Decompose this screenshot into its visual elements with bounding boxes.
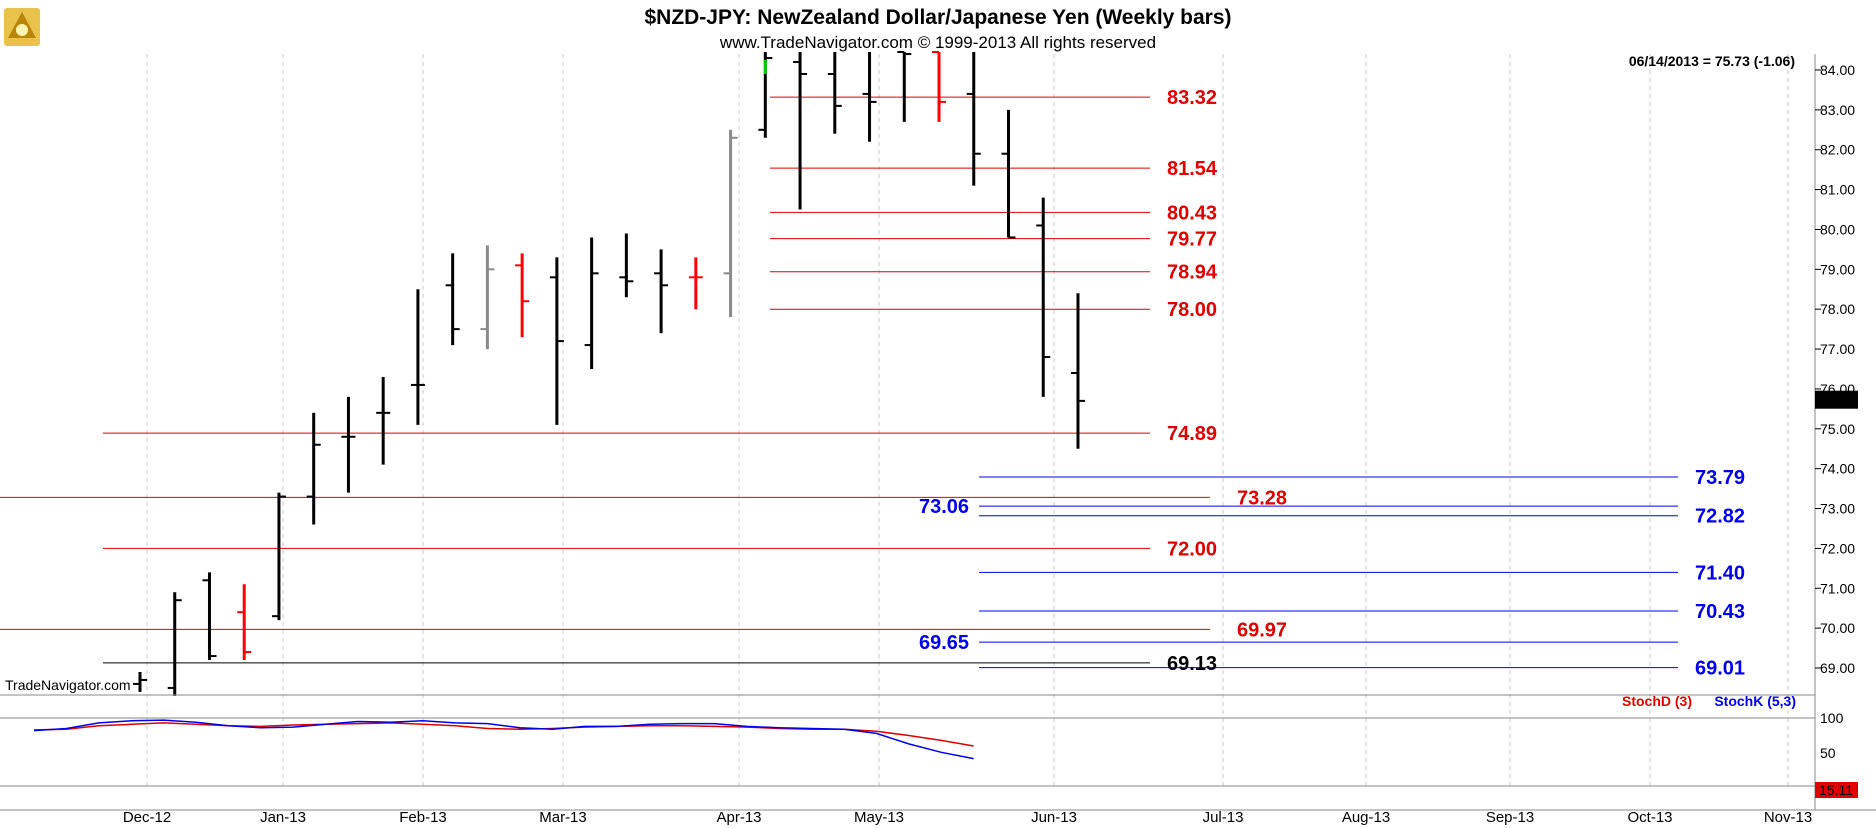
x-tick-label: Aug-13 (1342, 809, 1390, 826)
ohlc-bar (758, 52, 773, 138)
support-label-red: 78.94 (1167, 262, 1218, 284)
chart-title: $NZD-JPY: NewZealand Dollar/Japanese Yen… (644, 6, 1231, 29)
y-tick-label: 69.00 (1820, 660, 1855, 676)
x-tick-label: Oct-13 (1627, 809, 1672, 826)
level-lines: 83.32 81.54 80.43 79.77 78.94 78.00 74.89 73.28… (0, 87, 1745, 680)
support-label-red: 80.43 (1167, 202, 1217, 224)
stochk-line (33, 719, 974, 760)
y-tick-label: 78.00 (1820, 301, 1855, 317)
support-label-red: 78.00 (1167, 299, 1217, 321)
stoch-tick-label: 50 (1820, 745, 1836, 761)
projection-label-blue: 71.40 (1695, 562, 1745, 584)
stochastic-panel: 100 50 15.11 (0, 694, 1858, 798)
price-readout: 06/14/2013 = 75.73 (-1.06) (1629, 53, 1795, 69)
ohlc-bar (688, 257, 703, 310)
projection-label-blue: 69.01 (1695, 658, 1745, 680)
support-label-red: 79.77 (1167, 229, 1217, 251)
projection-label-blue: 70.43 (1695, 601, 1745, 623)
y-tick-label: 83.00 (1820, 102, 1855, 118)
ohlc-bar (1070, 293, 1085, 449)
ohlc-bar (897, 51, 912, 122)
support-label-red: 74.89 (1167, 423, 1217, 445)
support-label-red: 81.54 (1167, 158, 1218, 180)
projection-label-blue: 72.82 (1695, 506, 1745, 528)
ohlc-bar (966, 52, 981, 186)
y-tick-label: 79.00 (1820, 261, 1855, 277)
ohlc-bar (515, 253, 530, 338)
y-tick-label: 84.00 (1820, 62, 1855, 78)
last-price-box (1815, 390, 1858, 409)
support-label-red: 83.32 (1167, 87, 1217, 109)
ohlc-bar (723, 129, 738, 318)
ohlc-bar (133, 671, 147, 692)
y-tick-label: 74.00 (1820, 461, 1855, 477)
ohlc-bar (306, 412, 321, 525)
x-tick-label: Nov-13 (1764, 809, 1812, 826)
ohlc-bar (549, 257, 564, 425)
legend-stochk: StochK (5,3) (1714, 693, 1796, 709)
stoch-last-box (1815, 782, 1858, 798)
chart-subtitle: www.TradeNavigator.com © 1999-2013 All r… (719, 33, 1156, 52)
ohlc-bar (862, 52, 877, 142)
price-bars (133, 51, 1085, 696)
y-tick-label: 75.00 (1820, 421, 1855, 437)
ohlc-bar (376, 376, 391, 465)
y-tick-label: 80.00 (1820, 221, 1855, 237)
x-tick-label: Feb-13 (399, 809, 447, 826)
x-tick-label: Mar-13 (539, 809, 587, 826)
y-tick-label: 70.00 (1820, 620, 1855, 636)
ohlc-bar (202, 572, 217, 661)
ohlc-bar (410, 289, 425, 425)
projection-label-blue: 73.79 (1695, 467, 1745, 489)
x-tick-label: May-13 (854, 809, 904, 826)
watermark: TradeNavigator.com (5, 677, 131, 693)
legend-stochd: StochD (3) (1622, 693, 1692, 709)
grid (146, 54, 1789, 790)
axes: Dec-12 Jan-13 Feb-13 Mar-13 Apr-13 May-13 Jun-… (0, 54, 1876, 826)
ohlc-bar (1001, 109, 1016, 239)
support-label-black: 69.13 (1167, 653, 1217, 675)
ohlc-bar (237, 584, 252, 661)
y-tick-label: 77.00 (1820, 341, 1855, 357)
ohlc-bar (932, 51, 947, 122)
ohlc-bar (271, 492, 286, 621)
x-tick-label: Jun-13 (1031, 809, 1077, 826)
projection-label-blue: 69.65 (919, 632, 969, 654)
stoch-tick-label: 100 (1820, 710, 1844, 726)
x-tick-label: Jul-13 (1203, 809, 1244, 826)
y-tick-label: 71.00 (1820, 580, 1855, 596)
y-tick-label: 73.00 (1820, 501, 1855, 517)
support-label-red: 72.00 (1167, 538, 1217, 560)
x-tick-label: Dec-12 (123, 809, 171, 826)
projection-label-blue: 73.06 (919, 496, 969, 518)
last-price-label: 75.73 (1818, 392, 1853, 408)
ohlc-bar (445, 253, 460, 346)
x-tick-label: Sep-13 (1486, 809, 1534, 826)
ohlc-bar (619, 233, 634, 298)
ohlc-bar (793, 52, 808, 210)
logo-icon (4, 8, 40, 46)
stoch-last-label: 15.11 (1819, 782, 1853, 798)
ohlc-bar (1036, 197, 1051, 397)
ohlc-bar (654, 249, 669, 334)
ohlc-bar (584, 237, 599, 369)
ohlc-bar (341, 396, 356, 493)
ohlc-bar (167, 592, 182, 696)
support-label-red: 73.28 (1237, 487, 1287, 509)
header: $NZD-JPY: NewZealand Dollar/Japanese Yen… (644, 6, 1231, 52)
x-tick-label: Jan-13 (260, 809, 306, 826)
ohlc-bar (480, 245, 495, 350)
ohlc-bar (827, 52, 842, 134)
y-tick-label: 72.00 (1820, 540, 1855, 556)
y-tick-label: 81.00 (1820, 182, 1855, 198)
y-tick-label: 82.00 (1820, 142, 1855, 158)
support-label-red: 69.97 (1237, 619, 1287, 641)
x-tick-label: Apr-13 (716, 809, 761, 826)
